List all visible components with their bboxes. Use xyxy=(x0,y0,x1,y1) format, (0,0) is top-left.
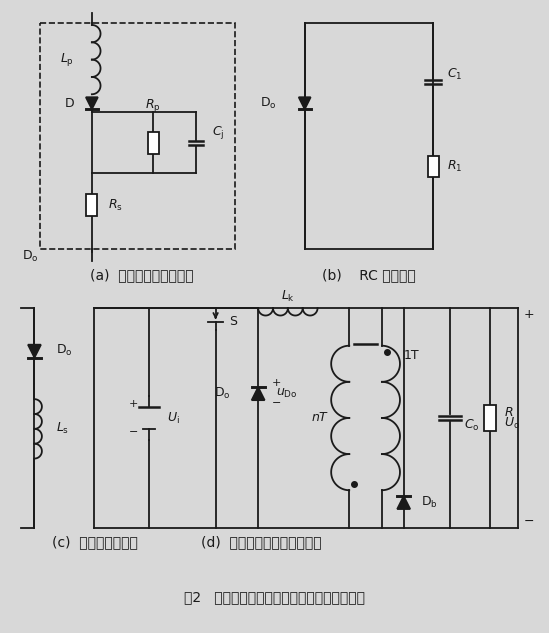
Text: +: + xyxy=(523,308,534,320)
Bar xyxy=(86,194,97,216)
Text: D$_\mathrm{o}$: D$_\mathrm{o}$ xyxy=(214,385,231,401)
Text: D$_\mathrm{o}$: D$_\mathrm{o}$ xyxy=(22,249,38,264)
Text: 1T: 1T xyxy=(404,349,419,362)
Text: $R_\mathrm{s}$: $R_\mathrm{s}$ xyxy=(108,197,122,213)
Text: (c)  串联饱和电抗器: (c) 串联饱和电抗器 xyxy=(52,536,138,549)
Text: D: D xyxy=(64,97,74,110)
Polygon shape xyxy=(252,387,265,400)
Text: D$_\mathrm{b}$: D$_\mathrm{b}$ xyxy=(422,494,438,510)
Text: (b)    RC 吸收电路: (b) RC 吸收电路 xyxy=(322,268,416,282)
Text: S: S xyxy=(229,315,238,329)
Text: D$_\mathrm{o}$: D$_\mathrm{o}$ xyxy=(56,343,73,358)
Polygon shape xyxy=(86,97,98,109)
Text: $u_\mathrm{Do}$: $u_\mathrm{Do}$ xyxy=(276,387,298,400)
Text: $n$T: $n$T xyxy=(311,411,329,425)
Text: −: − xyxy=(272,398,282,408)
Text: +: + xyxy=(129,399,138,409)
Text: $L_\mathrm{k}$: $L_\mathrm{k}$ xyxy=(281,289,295,304)
Text: −: − xyxy=(523,515,534,529)
Text: −: − xyxy=(129,427,138,437)
Text: $R_1$: $R_1$ xyxy=(447,159,463,174)
Text: $R$: $R$ xyxy=(503,406,513,418)
Text: $C_\mathrm{j}$: $C_\mathrm{j}$ xyxy=(212,124,224,141)
Polygon shape xyxy=(28,345,41,358)
Polygon shape xyxy=(299,97,311,109)
Text: (d)  二极管反向恢复软化电路: (d) 二极管反向恢复软化电路 xyxy=(201,536,321,549)
Polygon shape xyxy=(397,496,410,509)
Bar xyxy=(148,132,159,154)
Text: $L_\mathrm{s}$: $L_\mathrm{s}$ xyxy=(56,422,69,436)
Text: $C_1$: $C_1$ xyxy=(447,67,463,82)
Text: $U_\mathrm{o}$: $U_\mathrm{o}$ xyxy=(503,417,520,432)
Text: 图2   解决功率二极管反向恢复问题的常用方案: 图2 解决功率二极管反向恢复问题的常用方案 xyxy=(183,590,365,604)
Text: $U_\mathrm{i}$: $U_\mathrm{i}$ xyxy=(167,410,180,425)
Text: (a)  功率二极管电路模型: (a) 功率二极管电路模型 xyxy=(89,268,193,282)
Bar xyxy=(428,156,439,177)
Text: $C_\mathrm{o}$: $C_\mathrm{o}$ xyxy=(464,418,480,434)
Text: D$_\mathrm{o}$: D$_\mathrm{o}$ xyxy=(260,96,277,111)
Text: +: + xyxy=(272,379,282,388)
Text: $R_\mathrm{p}$: $R_\mathrm{p}$ xyxy=(145,97,161,114)
Text: $L_\mathrm{p}$: $L_\mathrm{p}$ xyxy=(60,51,74,68)
Bar xyxy=(484,405,496,431)
